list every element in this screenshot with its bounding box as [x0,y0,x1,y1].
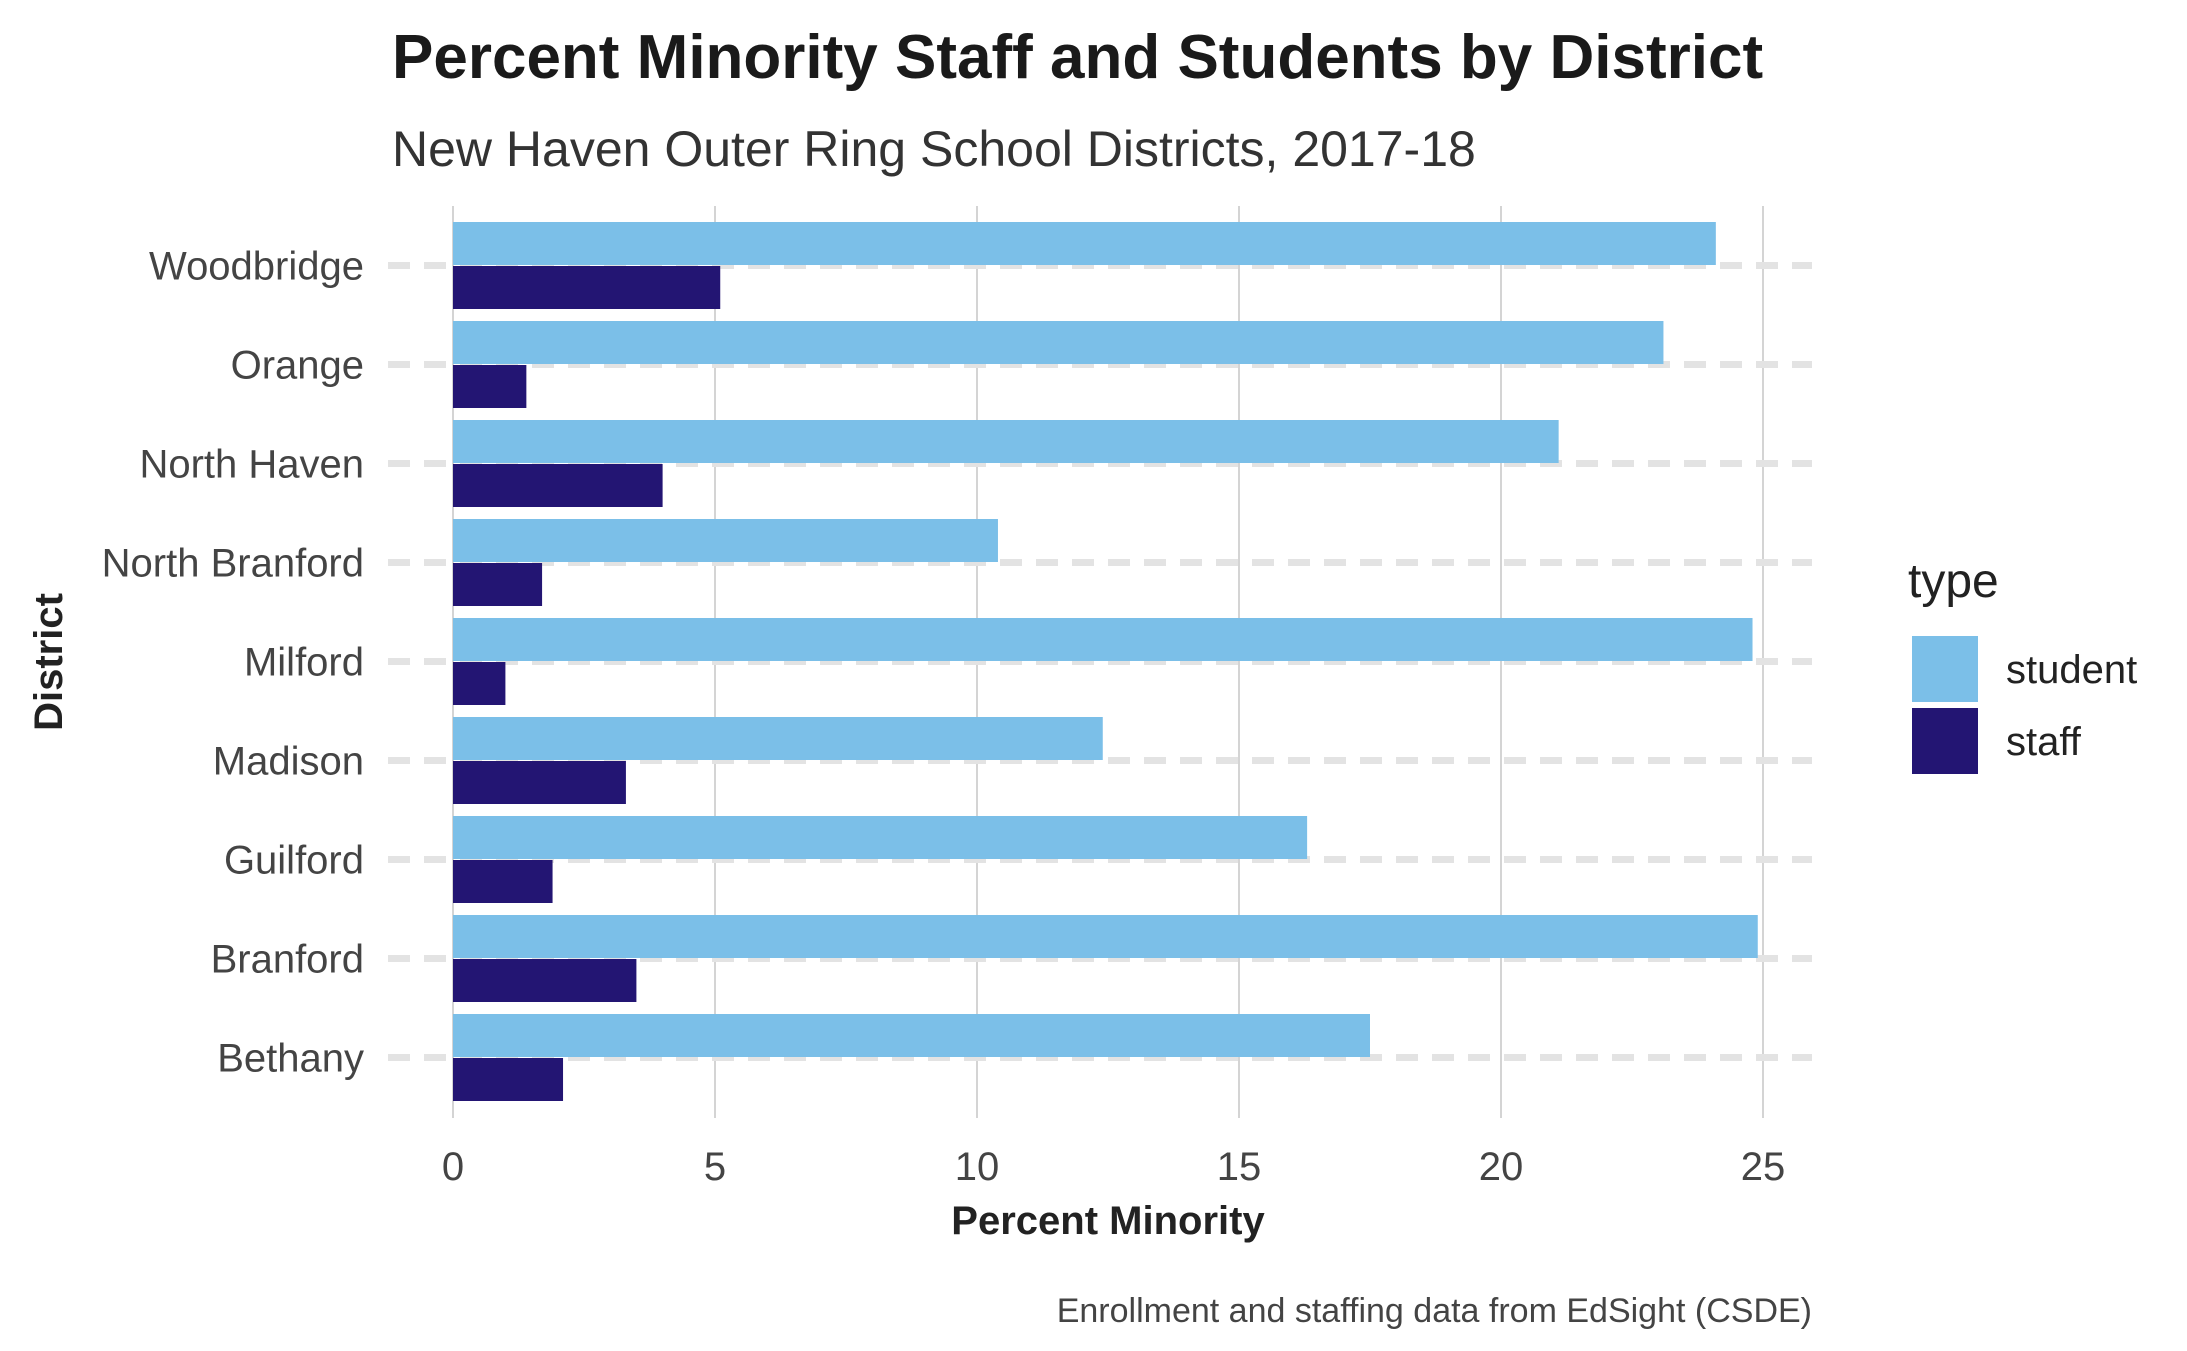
legend-title: type [1908,555,1999,608]
bar-student-bethany [453,1014,1370,1057]
bar-staff-madison [453,761,626,804]
y-tick-label: Orange [231,344,364,388]
bar-student-guilford [453,816,1308,859]
y-axis-title: District [27,593,71,731]
y-tick-label: Bethany [217,1037,364,1081]
legend-label-student: student [2006,648,2137,692]
bar-staff-branford [453,959,637,1002]
chart-title: Percent Minority Staff and Students by D… [392,23,1763,92]
bar-staff-orange [453,365,527,408]
y-tick-labels: Woodbridge Orange North Haven North Branfor… [102,245,364,1081]
y-tick-label: Woodbridge [149,245,364,289]
x-tick-label: 15 [1217,1145,1262,1189]
bar-staff-milford [453,662,506,705]
x-tick-label: 5 [704,1145,726,1189]
bars [453,222,1758,1101]
bar-student-madison [453,717,1103,760]
bar-staff-woodbridge [453,266,721,309]
bar-staff-north-branford [453,563,543,606]
y-tick-label: North Haven [139,443,364,487]
bar-staff-north-haven [453,464,663,507]
x-tick-label: 0 [442,1145,464,1189]
x-tick-labels: 0 5 10 15 20 25 [442,1145,1785,1189]
y-tick-label: Madison [213,740,364,784]
bar-student-milford [453,618,1753,661]
x-tick-label: 10 [955,1145,1000,1189]
grid [388,206,1812,1118]
bar-student-woodbridge [453,222,1716,265]
caption: Enrollment and staffing data from EdSigh… [1057,1292,1812,1330]
chart-subtitle: New Haven Outer Ring School Districts, 2… [392,121,1476,177]
x-axis-title: Percent Minority [951,1199,1265,1243]
legend: type student staff [1908,555,2137,774]
y-tick-label: Milford [244,641,364,685]
y-tick-label: North Branford [102,542,364,586]
bar-student-branford [453,915,1758,958]
y-tick-label: Guilford [224,839,364,883]
legend-swatch-staff [1912,708,1978,774]
bar-student-north-branford [453,519,998,562]
legend-swatch-student [1912,636,1978,702]
bar-staff-bethany [453,1058,564,1101]
y-tick-label: Branford [211,938,364,982]
bar-student-orange [453,321,1664,364]
x-tick-label: 20 [1479,1145,1524,1189]
bar-staff-guilford [453,860,553,903]
bar-student-north-haven [453,420,1559,463]
legend-label-staff: staff [2006,720,2082,764]
x-tick-label: 25 [1741,1145,1786,1189]
